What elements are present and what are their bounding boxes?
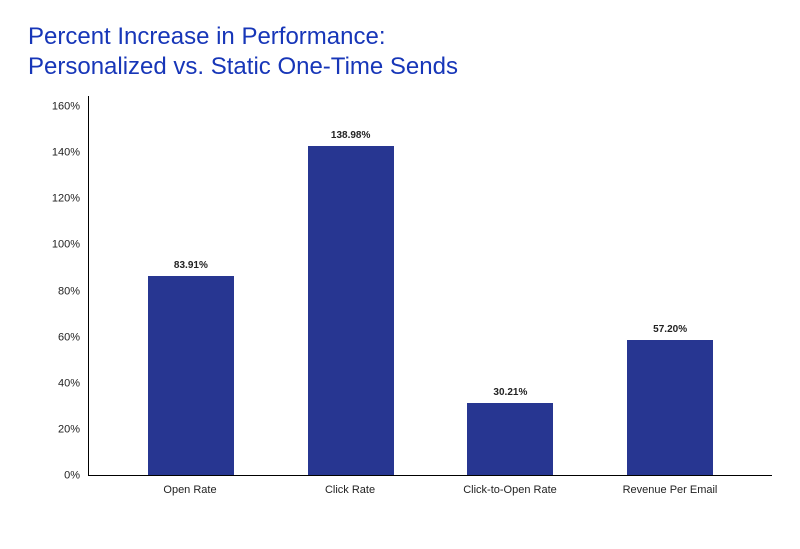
y-tick: 40% [58, 378, 80, 389]
chart-area: 160% 140% 120% 100% 80% 60% 40% 20% 0% 83.91% 138… [28, 96, 772, 516]
chart-title-line2: Personalized vs. Static One-Time Sends [28, 53, 458, 80]
y-tick: 100% [52, 240, 80, 251]
x-tick: Click Rate [270, 484, 430, 496]
bar-value-label: 57.20% [653, 324, 687, 335]
bar-value-label: 138.98% [331, 130, 370, 141]
y-tick: 160% [52, 102, 80, 113]
bar: 57.20% [627, 340, 713, 475]
bar: 138.98% [308, 146, 394, 475]
y-tick: 120% [52, 194, 80, 205]
bar: 30.21% [467, 403, 553, 475]
x-tick: Click-to-Open Rate [430, 484, 590, 496]
y-tick: 140% [52, 148, 80, 159]
bar-value-label: 30.21% [493, 387, 527, 398]
x-tick: Open Rate [110, 484, 270, 496]
bar-slot: 30.21% [431, 96, 591, 475]
chart-title-line1: Percent Increase in Performance: [28, 23, 386, 50]
y-tick: 20% [58, 424, 80, 435]
x-axis: Open RateClick RateClick-to-Open RateRev… [88, 476, 772, 496]
bar-slot: 138.98% [271, 96, 431, 475]
y-tick: 0% [64, 471, 80, 482]
chart-title: Percent Increase in Performance: Personal… [28, 22, 772, 82]
bars-group: 83.91% 138.98% 30.21% 57.20% [89, 96, 772, 475]
plot-area: 83.91% 138.98% 30.21% 57.20% [88, 96, 772, 476]
bar-value-label: 83.91% [174, 260, 208, 271]
y-tick: 80% [58, 286, 80, 297]
bar: 83.91% [148, 276, 234, 475]
x-tick: Revenue Per Email [590, 484, 750, 496]
y-tick: 60% [58, 332, 80, 343]
chart-container: Percent Increase in Performance: Personal… [0, 0, 800, 549]
plot-column: 83.91%138.98%30.21%57.20% Open RateClick… [88, 96, 772, 516]
y-axis: 160%140%120%100%80%60%40%20%0% [28, 96, 88, 476]
bar-slot: 57.20% [590, 96, 750, 475]
bar-slot: 83.91% [111, 96, 271, 475]
